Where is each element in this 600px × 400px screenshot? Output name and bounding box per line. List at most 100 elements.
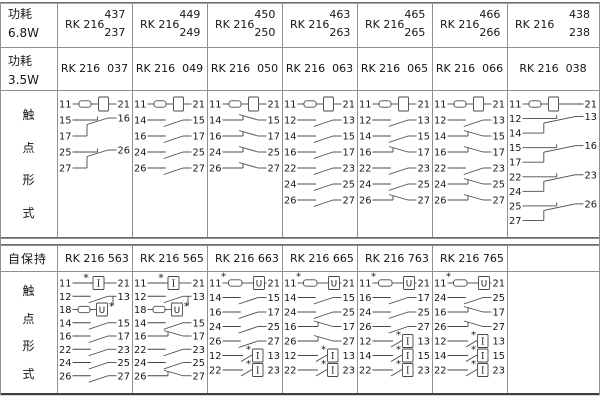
svg-text:21: 21: [493, 100, 505, 111]
svg-text:*: *: [83, 272, 89, 285]
contact-diagram-top: 11 21 12 13 14 15 16 17 22 23 24 25 26 27: [432, 90, 507, 237]
contact-diagram-top: 11 21 12 14 13 15 17 16 22 24 23 25 27 26: [507, 90, 599, 237]
svg-text:25: 25: [193, 358, 205, 369]
svg-text:25: 25: [343, 308, 355, 319]
svg-text:21: 21: [418, 100, 430, 111]
contact-form-label-top: 触 点 形 式: [0, 90, 57, 237]
contact-row-i_no: 14 * I 15: [359, 345, 430, 363]
svg-text:*: *: [396, 330, 401, 341]
contact-row-coil_i: 11 * I 21: [134, 272, 205, 290]
svg-text:11: 11: [134, 100, 146, 111]
svg-text:24: 24: [209, 322, 221, 333]
svg-text:I: I: [97, 279, 100, 289]
svg-text:15: 15: [493, 132, 505, 143]
contact-row-coil: 11 21: [134, 96, 205, 112]
model-number: RK 216 765: [440, 251, 504, 265]
svg-text:16: 16: [284, 322, 296, 333]
svg-text:22: 22: [359, 366, 371, 377]
svg-text:22: 22: [359, 164, 371, 175]
svg-text:11: 11: [359, 100, 371, 111]
svg-text:12: 12: [359, 116, 371, 127]
contact-row-no: 26 27: [359, 322, 430, 334]
svg-text:11: 11: [509, 100, 521, 111]
svg-text:25: 25: [268, 322, 280, 333]
svg-text:15: 15: [268, 293, 280, 304]
contact-diagram-svg: 11 21 15 17 16 25 27 26: [59, 96, 130, 175]
model-cell-dual: RK 216 465 265: [357, 2, 432, 47]
svg-text:22: 22: [284, 366, 296, 377]
contact-row-i_no: 12 * I 13: [359, 330, 430, 348]
svg-text:15: 15: [493, 351, 505, 362]
svg-text:12: 12: [134, 292, 146, 303]
model-number-upper: 449: [179, 8, 201, 21]
svg-text:17: 17: [193, 332, 205, 343]
contact-row-no: 16 17: [359, 293, 430, 305]
svg-text:17: 17: [343, 148, 355, 159]
contact-row-nc: 26 27: [134, 369, 205, 382]
contact-row-i_no: 12 * I 13: [434, 330, 505, 348]
svg-text:16: 16: [134, 332, 146, 343]
contact-row-no: 24 25: [59, 358, 130, 370]
svg-text:24: 24: [134, 358, 146, 369]
model-cell-dual: RK 216 437 237: [57, 2, 132, 47]
svg-text:11: 11: [284, 100, 296, 111]
model-cell-latching: RK 216 563: [57, 245, 132, 271]
model-number: RK 216 063: [285, 62, 354, 75]
model-cell-dual: RK 216 449 249: [132, 2, 207, 47]
model-number: RK 216 763: [365, 251, 429, 265]
svg-text:13: 13: [493, 116, 505, 127]
contact-row-co: 25 27 26: [509, 199, 597, 227]
contact-diagram-top: 11 21 12 13 14 15 16 17 22 23 24 25 26 27: [357, 90, 432, 237]
svg-text:15: 15: [418, 132, 430, 143]
contact-row-coil: 11 21: [209, 96, 280, 112]
power-label-text: 功耗: [8, 7, 33, 21]
svg-text:15: 15: [193, 318, 205, 329]
svg-text:16: 16: [284, 148, 296, 159]
svg-text:14: 14: [509, 129, 521, 140]
svg-text:26: 26: [434, 322, 446, 333]
svg-text:17: 17: [193, 132, 205, 143]
contact-diagram-top: 11 21 14 15 16 17 24 25 26 27: [207, 90, 282, 237]
model-prefix: RK 216: [215, 18, 255, 31]
model-prefix: RK 216: [290, 18, 330, 31]
svg-text:12: 12: [59, 292, 71, 303]
contact-row-no: 24 25: [359, 180, 430, 191]
contact-row-co: 15 17 16: [509, 141, 597, 169]
contact-row-no: 12 13: [359, 116, 430, 127]
contact-row-no: 16 17: [59, 332, 130, 343]
svg-text:27: 27: [193, 164, 205, 175]
svg-text:25: 25: [268, 148, 280, 159]
contact-row-i_no: 22 * I 23: [209, 359, 280, 377]
contact-row-coil: 11 21: [434, 96, 505, 112]
svg-text:26: 26: [134, 164, 146, 175]
svg-text:U: U: [481, 279, 487, 289]
svg-text:13: 13: [343, 116, 355, 127]
svg-text:12: 12: [434, 116, 446, 127]
model-cell-single: RK 216 063: [282, 47, 357, 90]
svg-text:24: 24: [434, 293, 446, 304]
svg-text:23: 23: [193, 345, 205, 356]
svg-text:13: 13: [418, 337, 430, 348]
contact-row-no: 14 15: [59, 318, 130, 330]
svg-text:16: 16: [59, 332, 71, 343]
svg-text:16: 16: [209, 308, 221, 319]
svg-text:14: 14: [284, 132, 296, 143]
svg-text:14: 14: [134, 116, 146, 127]
contact-diagram-bottom: 11 * U 21 24 25 16 17 26 27 12 * I 13 14 * I 15 22 * I 23: [432, 271, 507, 393]
svg-text:17: 17: [418, 148, 430, 159]
contact-row-coil: 11 21: [59, 96, 130, 112]
contact-row-nc: 26 27: [284, 335, 355, 348]
svg-text:14: 14: [434, 351, 446, 362]
svg-text:24: 24: [134, 148, 146, 159]
contact-form-char: 形: [22, 173, 35, 188]
svg-text:21: 21: [268, 100, 280, 111]
svg-text:11: 11: [209, 100, 221, 111]
model-number-upper: 438: [569, 8, 590, 21]
svg-text:11: 11: [434, 279, 446, 290]
svg-text:23: 23: [493, 366, 505, 377]
contact-diagram-bottom: [507, 271, 599, 393]
contact-diagram-bottom: 11 * I 21 12 13 18 U * 14 15 16 17 22 23 24 25 26 27: [57, 271, 132, 393]
